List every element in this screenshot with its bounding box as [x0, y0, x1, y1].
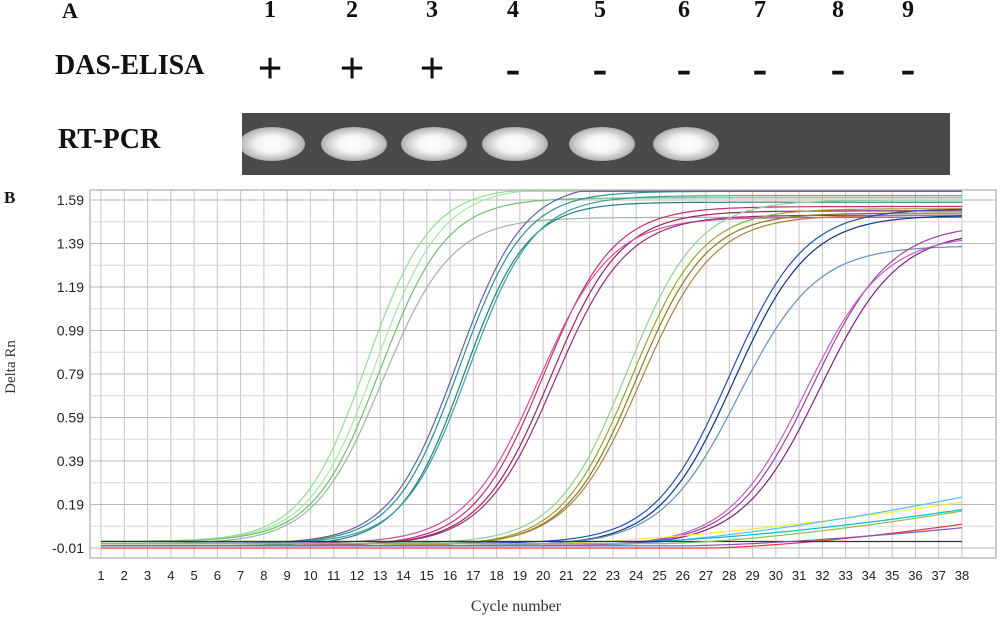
- elisa-result: -: [752, 44, 768, 93]
- x-tick-label: 22: [582, 568, 596, 583]
- elisa-result: -: [592, 44, 608, 93]
- y-tick-label: 0.39: [57, 453, 84, 469]
- gel-band: [569, 127, 635, 161]
- x-tick-label: 14: [396, 568, 410, 583]
- x-tick-label: 37: [931, 568, 945, 583]
- x-tick-label: 23: [606, 568, 620, 583]
- elisa-result: -: [900, 44, 916, 93]
- x-tick-label: 16: [443, 568, 457, 583]
- lane-number: 9: [902, 0, 914, 23]
- x-tick-label: 31: [792, 568, 806, 583]
- y-tick-label: 1.39: [57, 236, 84, 252]
- x-tick-label: 26: [676, 568, 690, 583]
- x-tick-label: 13: [373, 568, 387, 583]
- lane-number: 7: [754, 0, 766, 23]
- x-tick-label: 20: [536, 568, 550, 583]
- x-tick-label: 11: [327, 568, 341, 583]
- x-tick-label: 38: [955, 568, 969, 583]
- elisa-result: -: [505, 44, 521, 93]
- panel-b-letter: B: [4, 188, 15, 207]
- x-tick-label: 8: [260, 568, 267, 583]
- lane-number: 2: [346, 0, 358, 23]
- x-tick-label: 17: [466, 568, 480, 583]
- amplification-curve: [101, 510, 963, 545]
- x-tick-label: 2: [121, 568, 128, 583]
- lane-number: 4: [507, 0, 519, 23]
- gel-band: [653, 127, 719, 161]
- elisa-label: DAS-ELISA: [55, 50, 205, 81]
- elisa-result: -: [676, 44, 692, 93]
- amplification-curve: [101, 197, 962, 542]
- lane-number: 5: [594, 0, 606, 23]
- y-tick-label: 0.99: [57, 323, 84, 339]
- amplification-chart: B -0.010.190.390.590.790.991.191.391.59 …: [3, 188, 997, 615]
- x-tick-label: 10: [303, 568, 317, 583]
- x-tick-label: 25: [652, 568, 666, 583]
- elisa-result: +: [339, 44, 365, 93]
- amplification-curve: [101, 527, 963, 547]
- x-tick-label: 35: [885, 568, 899, 583]
- x-tick-label: 5: [190, 568, 197, 583]
- elisa-result: +: [419, 44, 445, 93]
- x-tick-label: 28: [722, 568, 736, 583]
- x-tick-label: 30: [769, 568, 783, 583]
- x-tick-labels: 1 2 3 4 5 6 7 8 9 10 11 12 13 14 15 16 17 18 19 20 21 22 23 24 2…: [97, 568, 969, 583]
- x-tick-label: 36: [908, 568, 922, 583]
- x-tick-label: 3: [144, 568, 151, 583]
- x-tick-label: 9: [284, 568, 291, 583]
- y-tick-labels: -0.01 0.19 0.39 0.59 0.79 0.99 1.19 1.39 1.59: [52, 192, 84, 556]
- panel-a-letter: A: [62, 0, 78, 23]
- gel-band: [242, 127, 305, 161]
- x-tick-label: 1: [97, 568, 104, 583]
- amplification-curves: [100, 190, 963, 549]
- y-tick-label: 1.19: [57, 279, 84, 295]
- y-tick-label: -0.01: [52, 540, 84, 556]
- y-tick-label: 0.19: [57, 497, 84, 513]
- lane-number: 8: [832, 0, 844, 23]
- y-tick-label: 0.79: [57, 366, 84, 382]
- elisa-result: +: [257, 44, 283, 93]
- x-tick-label: 6: [214, 568, 221, 583]
- x-tick-label: 29: [745, 568, 759, 583]
- x-tick-label: 18: [489, 568, 503, 583]
- gel-band: [401, 127, 467, 161]
- x-tick-label: 32: [815, 568, 829, 583]
- x-tick-label: 12: [350, 568, 364, 583]
- x-tick-label: 4: [167, 568, 174, 583]
- elisa-result: -: [830, 44, 846, 93]
- panel-a: A 1 2 3 4 5 6 7 8 9 DAS-ELISA + + + - - - - - - RT-PCR: [0, 0, 1000, 182]
- x-tick-label: 34: [862, 568, 876, 583]
- x-tick-label: 33: [838, 568, 852, 583]
- lane-number: 3: [426, 0, 438, 23]
- lane-number: 6: [678, 0, 690, 23]
- lane-number: 1: [264, 0, 276, 23]
- x-tick-label: 19: [513, 568, 527, 583]
- x-tick-label: 15: [420, 568, 434, 583]
- y-tick-label: 1.59: [57, 192, 84, 208]
- y-tick-label: 0.59: [57, 410, 84, 426]
- x-tick-label: 27: [699, 568, 713, 583]
- rt-pcr-gel: [242, 113, 950, 175]
- y-axis-label: Delta Rn: [3, 340, 19, 394]
- gel-band: [482, 127, 548, 161]
- gel-band: [321, 127, 387, 161]
- x-tick-label: 21: [559, 568, 573, 583]
- x-axis-label: Cycle number: [471, 598, 562, 615]
- x-tick-label: 7: [237, 568, 244, 583]
- x-tick-label: 24: [629, 568, 643, 583]
- pcr-label: RT-PCR: [58, 124, 161, 155]
